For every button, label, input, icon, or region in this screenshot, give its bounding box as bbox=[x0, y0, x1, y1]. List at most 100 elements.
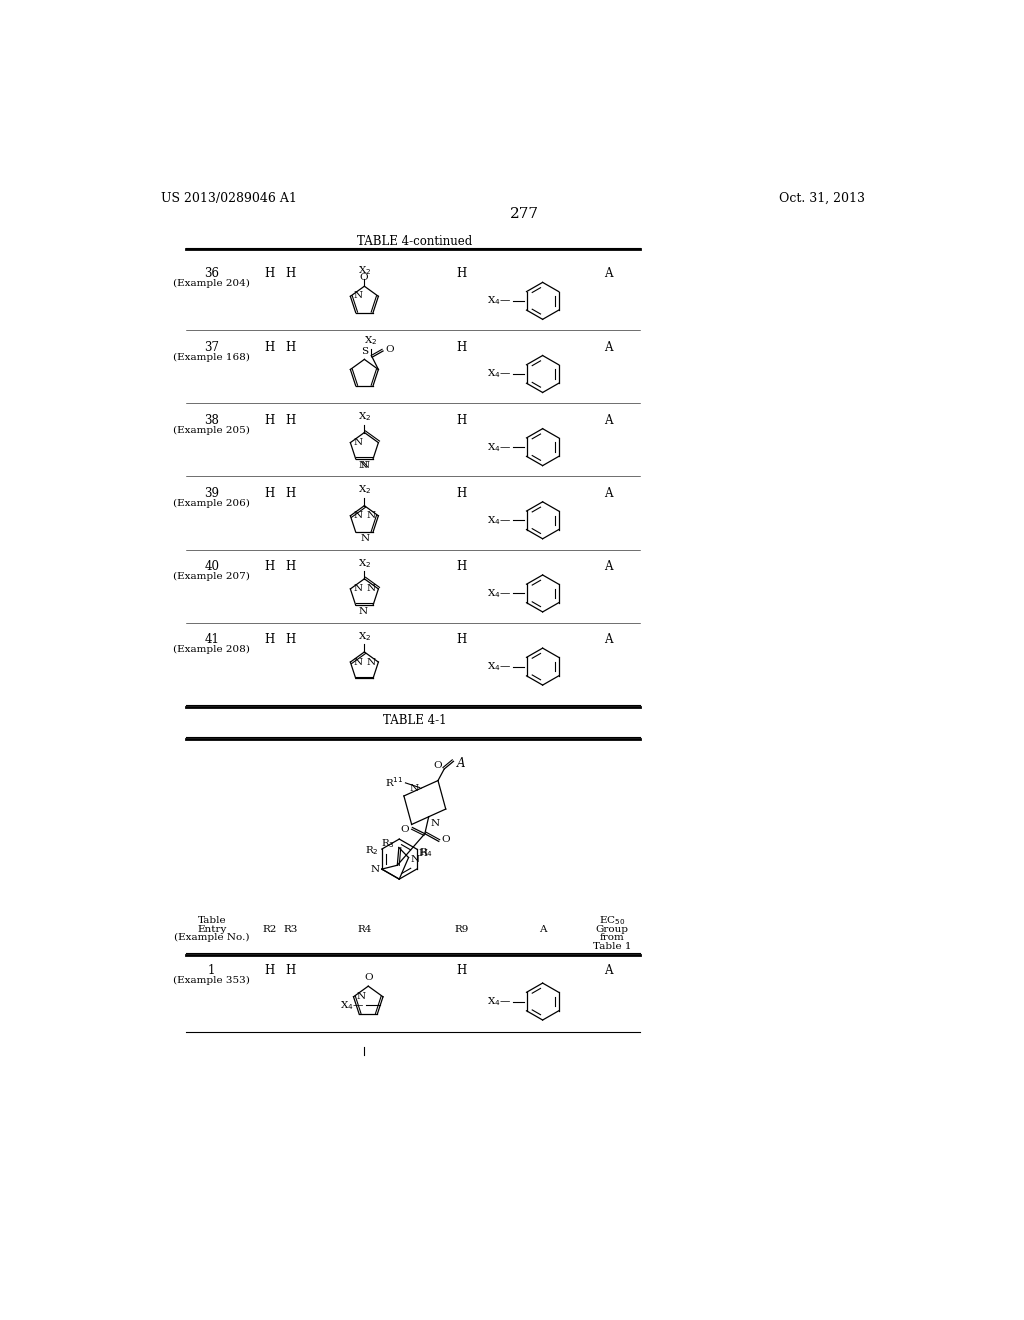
Text: A: A bbox=[604, 487, 612, 500]
Text: H: H bbox=[264, 341, 275, 354]
Text: N: N bbox=[367, 511, 375, 520]
Text: X$_4$—: X$_4$— bbox=[487, 513, 512, 527]
Text: X$_4$—: X$_4$— bbox=[487, 995, 512, 1008]
Text: X$_4$—: X$_4$— bbox=[487, 367, 512, 380]
Text: (Example 204): (Example 204) bbox=[173, 280, 250, 289]
Text: 36: 36 bbox=[204, 268, 219, 280]
Text: N: N bbox=[360, 461, 370, 470]
Text: H: H bbox=[456, 487, 466, 500]
Text: H: H bbox=[264, 560, 275, 573]
Text: N: N bbox=[353, 657, 362, 667]
Text: H: H bbox=[419, 849, 428, 858]
Text: N: N bbox=[430, 818, 439, 828]
Text: H: H bbox=[456, 634, 466, 647]
Text: (Example 205): (Example 205) bbox=[173, 425, 250, 434]
Text: X$_4$—: X$_4$— bbox=[487, 441, 512, 454]
Text: N: N bbox=[358, 607, 368, 616]
Text: S: S bbox=[360, 347, 368, 355]
Text: H: H bbox=[286, 560, 296, 573]
Text: A: A bbox=[604, 413, 612, 426]
Text: X$_2$: X$_2$ bbox=[364, 334, 377, 347]
Text: A: A bbox=[604, 634, 612, 647]
Text: EC$_{50}$: EC$_{50}$ bbox=[599, 915, 626, 927]
Text: H: H bbox=[264, 964, 275, 977]
Text: R3: R3 bbox=[284, 925, 298, 933]
Text: Oct. 31, 2013: Oct. 31, 2013 bbox=[778, 191, 864, 205]
Text: R2: R2 bbox=[262, 925, 278, 933]
Text: R$_4$: R$_4$ bbox=[419, 846, 433, 859]
Text: X$_2$: X$_2$ bbox=[357, 483, 371, 496]
Text: H: H bbox=[286, 268, 296, 280]
Text: Table 1: Table 1 bbox=[593, 941, 632, 950]
Text: X$_4$—: X$_4$— bbox=[487, 587, 512, 599]
Text: H: H bbox=[286, 341, 296, 354]
Text: O: O bbox=[364, 973, 373, 982]
Text: 37: 37 bbox=[204, 341, 219, 354]
Text: N: N bbox=[367, 657, 375, 667]
Text: US 2013/0289046 A1: US 2013/0289046 A1 bbox=[161, 191, 297, 205]
Text: H: H bbox=[286, 964, 296, 977]
Text: (Example 207): (Example 207) bbox=[173, 572, 250, 581]
Text: N: N bbox=[356, 991, 366, 1001]
Text: O: O bbox=[400, 825, 409, 833]
Text: Entry: Entry bbox=[197, 925, 226, 933]
Text: O: O bbox=[434, 760, 442, 770]
Text: O: O bbox=[385, 345, 394, 354]
Text: N: N bbox=[358, 461, 368, 470]
Text: H: H bbox=[456, 341, 466, 354]
Text: O: O bbox=[359, 273, 368, 282]
Text: N: N bbox=[411, 854, 420, 863]
Text: from: from bbox=[600, 933, 625, 942]
Text: A: A bbox=[604, 560, 612, 573]
Text: X$_2$: X$_2$ bbox=[357, 557, 371, 570]
Text: N: N bbox=[371, 865, 380, 874]
Text: (Example 206): (Example 206) bbox=[173, 499, 250, 508]
Text: A: A bbox=[604, 964, 612, 977]
Text: H: H bbox=[264, 413, 275, 426]
Text: H: H bbox=[264, 268, 275, 280]
Text: A: A bbox=[604, 268, 612, 280]
Text: R$^{11}$: R$^{11}$ bbox=[385, 775, 403, 789]
Text: (Example 208): (Example 208) bbox=[173, 645, 250, 655]
Text: TABLE 4-1: TABLE 4-1 bbox=[383, 714, 446, 727]
Text: 41: 41 bbox=[204, 634, 219, 647]
Text: N: N bbox=[410, 784, 419, 793]
Text: Table: Table bbox=[198, 916, 226, 925]
Text: 38: 38 bbox=[204, 413, 219, 426]
Text: X$_4$—: X$_4$— bbox=[340, 999, 365, 1012]
Text: H: H bbox=[456, 964, 466, 977]
Text: H: H bbox=[264, 634, 275, 647]
Text: 1: 1 bbox=[208, 964, 215, 977]
Text: 40: 40 bbox=[204, 560, 219, 573]
Text: H: H bbox=[264, 487, 275, 500]
Text: N: N bbox=[360, 533, 370, 543]
Text: X$_2$: X$_2$ bbox=[357, 411, 371, 424]
Text: 277: 277 bbox=[510, 207, 540, 220]
Text: N: N bbox=[353, 511, 362, 520]
Text: R4: R4 bbox=[357, 925, 372, 933]
Text: A: A bbox=[539, 925, 547, 933]
Text: (Example 353): (Example 353) bbox=[173, 977, 250, 985]
Text: O: O bbox=[442, 836, 451, 845]
Text: 39: 39 bbox=[204, 487, 219, 500]
Text: H: H bbox=[286, 413, 296, 426]
Text: TABLE 4-continued: TABLE 4-continued bbox=[357, 235, 472, 248]
Text: Group: Group bbox=[596, 925, 629, 933]
Text: R$_3$: R$_3$ bbox=[381, 837, 395, 850]
Text: (Example 168): (Example 168) bbox=[173, 352, 250, 362]
Text: R$_2$: R$_2$ bbox=[365, 845, 379, 857]
Text: (Example No.): (Example No.) bbox=[174, 933, 250, 942]
Text: N: N bbox=[367, 585, 375, 594]
Text: X$_4$—: X$_4$— bbox=[487, 660, 512, 673]
Text: R9: R9 bbox=[454, 925, 468, 933]
Text: A: A bbox=[458, 758, 466, 770]
Text: X$_2$: X$_2$ bbox=[357, 630, 371, 643]
Text: H: H bbox=[456, 268, 466, 280]
Text: H: H bbox=[456, 413, 466, 426]
Text: A: A bbox=[604, 341, 612, 354]
Text: H: H bbox=[286, 487, 296, 500]
Text: N: N bbox=[353, 438, 362, 447]
Text: H: H bbox=[286, 634, 296, 647]
Text: X$_4$—: X$_4$— bbox=[487, 294, 512, 308]
Text: H: H bbox=[456, 560, 466, 573]
